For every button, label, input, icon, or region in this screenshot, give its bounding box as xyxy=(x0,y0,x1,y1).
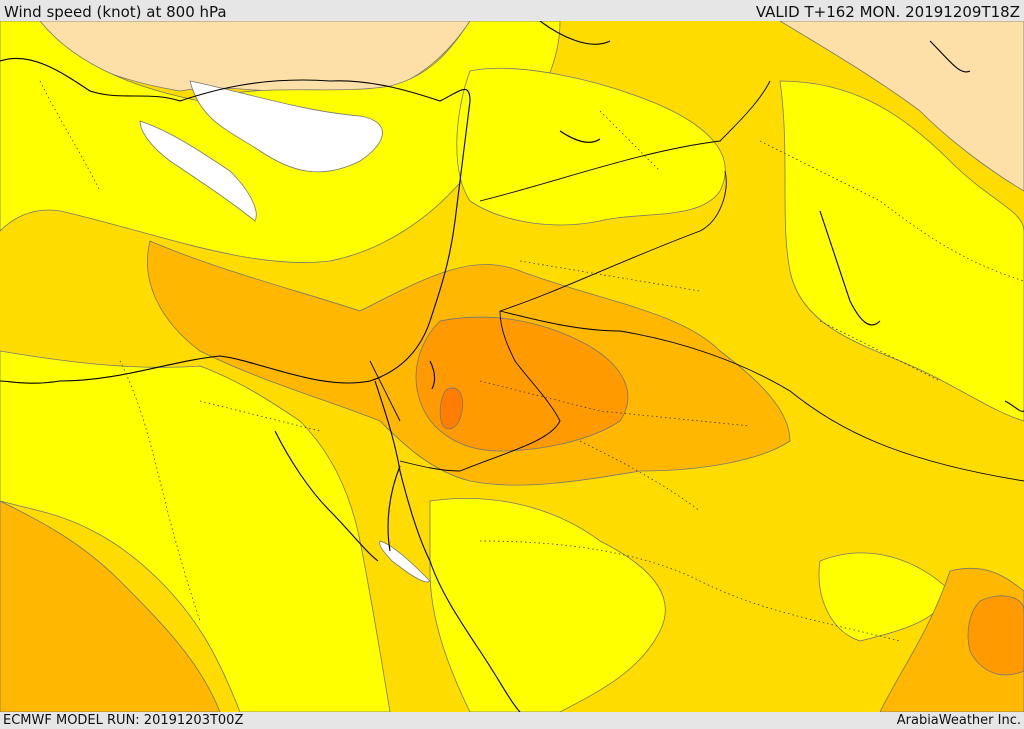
field-zone-deepest-core xyxy=(439,387,463,430)
field-zone-yellow-se xyxy=(818,552,951,642)
model-run: ECMWF MODEL RUN: 20191203T00Z xyxy=(3,713,244,728)
header-bar: Wind speed (knot) at 800 hPa VALID T+162… xyxy=(0,0,1024,21)
field-zone-yellow-east xyxy=(779,80,1024,422)
map-canvas xyxy=(0,21,1024,712)
dotted-border-lines xyxy=(39,80,1024,642)
field-zone-orange-sw xyxy=(0,500,221,712)
coastline-lines xyxy=(0,21,1024,712)
map-title: Wind speed (knot) at 800 hPa xyxy=(4,3,227,21)
field-zone-peach-ne xyxy=(779,21,1024,192)
field-zone-yellow-south xyxy=(429,498,666,712)
field-zone-calm-cyprus xyxy=(189,80,383,173)
field-zone-dark-orange-se xyxy=(967,595,1024,676)
field-zone-calm-gulf xyxy=(379,540,431,583)
footer-bar: ECMWF MODEL RUN: 20191203T00Z ArabiaWeat… xyxy=(0,712,1024,729)
wind-speed-map[interactable] xyxy=(0,21,1024,712)
field-zone-calm-west xyxy=(139,120,257,222)
field-zone-yellow-west xyxy=(0,350,391,712)
field-zone-yellow-north xyxy=(456,68,726,226)
field-zone-dark-orange-core xyxy=(415,316,629,452)
credit: ArabiaWeather Inc. xyxy=(896,713,1021,728)
border-lines xyxy=(369,80,1024,482)
valid-time: VALID T+162 MON. 20191209T18Z xyxy=(755,3,1020,21)
